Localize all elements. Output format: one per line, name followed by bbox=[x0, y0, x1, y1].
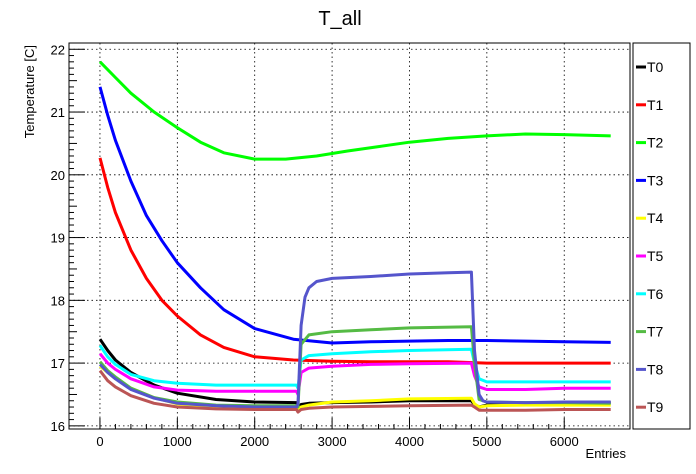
legend-label-t4: T4 bbox=[647, 210, 664, 226]
y-tick-label: 16 bbox=[51, 419, 65, 434]
legend-label-t6: T6 bbox=[647, 286, 664, 302]
legend-label-t2: T2 bbox=[647, 135, 664, 151]
legend-label-t7: T7 bbox=[647, 324, 664, 340]
series-line-t0 bbox=[98, 338, 611, 409]
y-axis-title: Temperature [C] bbox=[22, 45, 37, 138]
x-tick-label: 2000 bbox=[240, 434, 269, 449]
legend-label-t8: T8 bbox=[647, 361, 664, 377]
series-line-t9 bbox=[98, 369, 611, 414]
legend-box bbox=[632, 42, 691, 430]
plot-frame bbox=[68, 42, 631, 430]
y-tick-label: 20 bbox=[51, 168, 65, 183]
y-tick-label: 22 bbox=[51, 42, 65, 57]
y-tick-label: 21 bbox=[51, 105, 65, 120]
y-tick-label: 19 bbox=[51, 231, 65, 246]
x-tick-label: 1000 bbox=[163, 434, 192, 449]
series-line-t5 bbox=[98, 352, 611, 396]
y-tick-label: 17 bbox=[51, 356, 65, 371]
x-tick-label: 6000 bbox=[550, 434, 579, 449]
series-line-t3 bbox=[98, 86, 611, 345]
y-tick-label: 18 bbox=[51, 293, 65, 308]
series-line-t7 bbox=[98, 325, 611, 409]
axis-ticks: 0 1000 2000 3000 4000 5000 6000 16 17 18 19 20 21 22 bbox=[51, 42, 579, 449]
legend-label-t9: T9 bbox=[647, 399, 664, 415]
grid bbox=[69, 43, 630, 429]
legend-label-t0: T0 bbox=[647, 59, 664, 75]
series-line-t1 bbox=[98, 157, 611, 365]
series-line-t2 bbox=[98, 60, 611, 161]
legend-label-t1: T1 bbox=[647, 97, 664, 113]
legend-label-t3: T3 bbox=[647, 172, 664, 188]
x-tick-label: 3000 bbox=[318, 434, 347, 449]
series-line-t8 bbox=[98, 270, 611, 409]
chart-title: T_all bbox=[318, 8, 361, 30]
x-tick-label: 0 bbox=[96, 434, 103, 449]
x-tick-label: 5000 bbox=[472, 434, 501, 449]
x-axis-title: Entries bbox=[586, 446, 627, 461]
series-layer bbox=[98, 60, 611, 414]
legend: T0 T1 T2 T3 T4 T5 T6 T7 T8 T9 bbox=[632, 42, 691, 430]
legend-label-t5: T5 bbox=[647, 248, 664, 264]
x-tick-label: 4000 bbox=[395, 434, 424, 449]
series-line-t6 bbox=[98, 344, 611, 390]
